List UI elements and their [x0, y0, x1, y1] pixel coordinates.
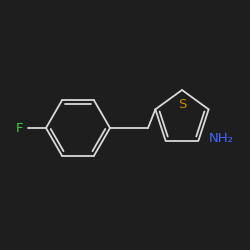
- Text: NH₂: NH₂: [208, 132, 234, 145]
- Text: F: F: [16, 122, 23, 134]
- Text: S: S: [178, 98, 186, 110]
